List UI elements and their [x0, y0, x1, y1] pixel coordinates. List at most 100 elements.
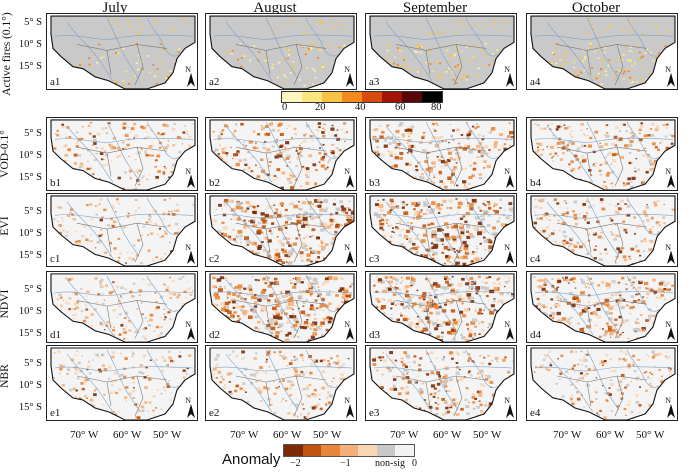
- state-boundary: [235, 375, 327, 417]
- region-outline: [209, 195, 355, 267]
- anomaly-swatch: [339, 445, 359, 456]
- anomaly-legend-title: Anomaly: [222, 451, 281, 468]
- column-title-july: July: [102, 0, 128, 16]
- north-arrow-icon: [506, 250, 514, 265]
- river-line: [66, 201, 114, 259]
- river-line: [106, 275, 140, 333]
- river-line: [265, 275, 299, 333]
- river-line: [534, 291, 674, 296]
- panel-label: d3: [369, 329, 380, 341]
- anomaly-pixels: [53, 197, 195, 266]
- north-arrow-icon: [346, 174, 354, 189]
- state-boundary: [395, 375, 487, 417]
- map-svg: [50, 15, 196, 90]
- colorbar-swatch: [382, 92, 402, 102]
- river-line: [373, 137, 513, 143]
- anomaly-swatch: [302, 445, 322, 456]
- lon-label: 50° W: [473, 429, 502, 441]
- lon-label: 60° W: [113, 429, 142, 441]
- map-svg: [369, 195, 515, 267]
- region-outline: [530, 195, 676, 267]
- region-outline: [369, 347, 515, 421]
- north-arrow-icon: [667, 72, 675, 87]
- state-boundary: [556, 146, 648, 187]
- anomaly-swatch: [376, 445, 396, 456]
- state-boundary: [395, 146, 487, 187]
- lat-label: 5° S: [24, 284, 42, 295]
- lat-label: 15° S: [18, 250, 42, 261]
- map-svg: [530, 15, 676, 90]
- north-arrow-icon: [667, 174, 675, 189]
- north-label: N: [504, 396, 510, 406]
- column-title-september: September: [402, 0, 468, 16]
- panel-label: d1: [50, 329, 61, 341]
- river-line: [146, 197, 180, 235]
- river-line: [146, 17, 180, 57]
- map-svg: [369, 119, 515, 191]
- map-svg: [369, 347, 515, 421]
- river-line: [106, 197, 140, 257]
- colorbar-tick: 80: [431, 102, 442, 113]
- north-label: N: [504, 166, 510, 176]
- state-boundary: [235, 146, 327, 187]
- river-line: [265, 17, 299, 80]
- panel-label: a3: [369, 76, 380, 88]
- lon-label: 70° W: [70, 429, 99, 441]
- river-line: [106, 17, 140, 80]
- colorbar-swatch: [322, 92, 342, 102]
- north-label: N: [504, 319, 510, 329]
- panel-label: a1: [50, 76, 61, 88]
- lat-label: 5° S: [24, 358, 42, 369]
- map-svg: [50, 273, 196, 343]
- river-line: [146, 349, 180, 388]
- north-arrow-icon: [187, 326, 195, 341]
- river-line: [465, 197, 499, 235]
- state-boundary: [76, 146, 168, 187]
- region-outline: [209, 273, 355, 343]
- lat-label: 15° S: [18, 328, 42, 339]
- state-boundary: [395, 222, 487, 263]
- river-line: [265, 349, 299, 411]
- anomaly-swatch: [358, 445, 377, 456]
- column-title-august: August: [253, 0, 297, 16]
- north-label: N: [185, 319, 191, 329]
- state-boundary: [235, 222, 327, 263]
- north-arrow-icon: [187, 72, 195, 87]
- river-line: [626, 17, 660, 57]
- anomaly-swatch: [395, 445, 415, 456]
- north-arrow-icon: [506, 326, 514, 341]
- river-line: [225, 279, 273, 335]
- map-svg: [209, 119, 355, 191]
- north-label: N: [185, 166, 191, 176]
- river-line: [213, 366, 353, 372]
- river-line: [626, 121, 660, 159]
- map-svg: [369, 273, 515, 343]
- lat-label: 15° S: [18, 61, 42, 72]
- panel-label: e3: [369, 407, 380, 419]
- river-line: [586, 275, 620, 333]
- state-boundary: [395, 300, 487, 339]
- north-label: N: [185, 396, 191, 406]
- river-line: [225, 21, 273, 82]
- panel-label: c2: [209, 253, 220, 265]
- river-line: [66, 21, 114, 82]
- map-svg: [50, 347, 196, 421]
- north-label: N: [665, 64, 671, 74]
- river-line: [586, 197, 620, 257]
- state-boundary: [556, 44, 648, 86]
- river-line: [546, 125, 594, 183]
- column-title-october: October: [571, 0, 621, 16]
- region-outline: [369, 273, 515, 343]
- river-line: [305, 275, 339, 312]
- anomaly-swatch: [284, 445, 303, 456]
